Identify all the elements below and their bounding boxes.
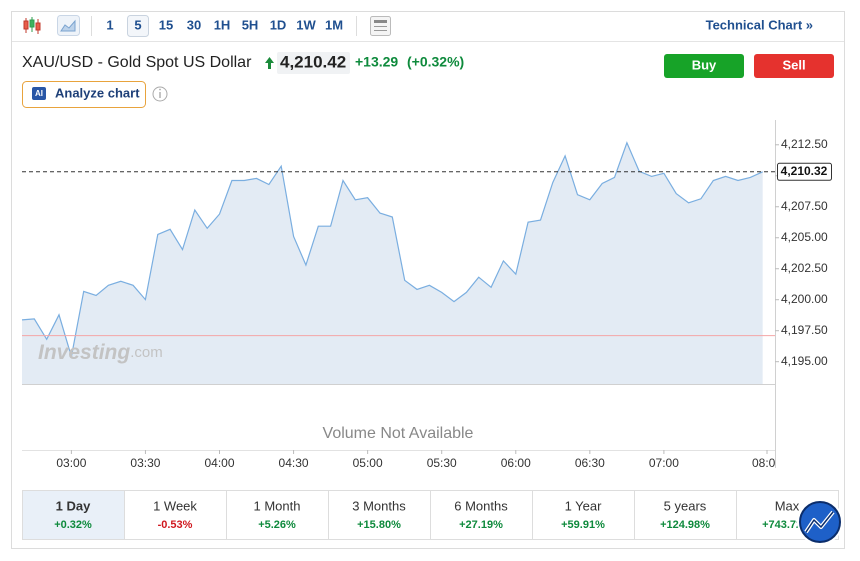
period-cell[interactable]: 1 Day +0.32% xyxy=(23,491,124,539)
period-cell[interactable]: 1 Year +59.91% xyxy=(532,490,606,539)
instrument-title: XAU/USD - Gold Spot US Dollar xyxy=(22,54,252,71)
period-cell[interactable]: 6 Months +27.19% xyxy=(430,490,509,539)
period-label: Max xyxy=(775,498,800,513)
interval-button[interactable]: 1H xyxy=(214,17,231,32)
interval-button[interactable]: 15 xyxy=(159,17,173,32)
y-tick-label: 4,197.50 xyxy=(781,323,828,337)
period-cell[interactable]: 5 years +124.98% xyxy=(634,490,711,539)
period-label: 3 Months xyxy=(352,498,406,513)
period-cell[interactable]: 1 Month +5.26% xyxy=(226,490,301,539)
price-change-percent: (+0.32%) xyxy=(407,54,464,70)
interval-button[interactable]: 30 xyxy=(187,17,201,32)
interval-button[interactable]: 1M xyxy=(325,17,343,32)
volume-note: Volume Not Available xyxy=(323,425,474,442)
candles-icon[interactable] xyxy=(23,17,41,34)
interval-button[interactable]: 1W xyxy=(296,17,316,32)
current-price-label: 4,210.32 xyxy=(781,164,828,178)
x-tick-label: 03:30 xyxy=(130,456,160,470)
x-tick-label: 04:30 xyxy=(279,456,309,470)
up-arrow xyxy=(265,57,274,69)
interval-button[interactable]: 1 xyxy=(106,17,113,32)
period-cell[interactable]: 1 Week -0.53% xyxy=(124,490,198,539)
x-tick-label: 06:00 xyxy=(501,456,531,470)
x-tick-label: 03:00 xyxy=(56,456,86,470)
interval-button[interactable]: 1D xyxy=(270,17,287,32)
y-tick-label: 4,202.50 xyxy=(781,261,828,275)
last-price: 4,210.42 xyxy=(280,52,346,71)
y-tick-label: 4,200.00 xyxy=(781,292,828,306)
x-tick-label: 05:00 xyxy=(353,456,383,470)
layout-icon[interactable] xyxy=(370,16,391,36)
sell-button[interactable]: Sell xyxy=(754,54,834,78)
info-icon[interactable] xyxy=(152,86,168,102)
buy-label: Buy xyxy=(692,57,717,72)
interval-button[interactable]: 5H xyxy=(242,17,259,32)
watermark-brand: Investing xyxy=(38,341,130,364)
price-area xyxy=(22,142,763,384)
price-chip xyxy=(277,52,350,74)
period-label: 1 Day xyxy=(56,498,91,513)
y-tick-label: 4,195.00 xyxy=(781,354,828,368)
y-tick-label: 4,207.50 xyxy=(781,199,828,213)
period-cell[interactable]: 3 Months +15.80% xyxy=(328,490,407,539)
brand-badge[interactable] xyxy=(797,499,843,545)
y-tick-label: 4,212.50 xyxy=(781,137,828,151)
period-label: 6 Months xyxy=(454,498,508,513)
price-change: +13.29 xyxy=(355,54,398,70)
price-chart: Investing.com Volume Not Available 4,195.0… xyxy=(21,120,832,470)
period-selected xyxy=(23,491,124,539)
analyze-button[interactable]: AI Analyze chart xyxy=(22,81,146,108)
current-price-box xyxy=(777,162,832,181)
x-tick-label: 06:30 xyxy=(575,456,605,470)
period-change: -0.53% xyxy=(158,519,193,531)
period-label: 1 Month xyxy=(254,498,301,513)
technical-chart-link[interactable]: Technical Chart » xyxy=(706,17,813,32)
x-tick-label: 08:00 xyxy=(752,456,782,470)
period-change: +15.80% xyxy=(357,519,401,531)
watermark-suffix: .com xyxy=(130,344,163,361)
x-tick-label: 07:00 xyxy=(649,456,679,470)
price-line xyxy=(21,141,763,357)
period-change: +5.26% xyxy=(258,519,296,531)
period-strip: 1 Day +0.32% 1 Week -0.53% 1 Month +5.26% 3 Mo… xyxy=(22,490,839,540)
ai-badge: AI xyxy=(35,89,43,98)
x-tick-label: 04:00 xyxy=(204,456,234,470)
interval-button[interactable]: 5 xyxy=(134,17,141,32)
buy-button[interactable]: Buy xyxy=(664,54,744,78)
area-icon-box[interactable] xyxy=(57,15,80,36)
y-tick-label: 4,205.00 xyxy=(781,230,828,244)
interval-selected xyxy=(127,15,149,37)
period-label: 5 years xyxy=(664,498,707,513)
period-label: 1 Year xyxy=(565,498,603,513)
x-tick-label: 05:30 xyxy=(427,456,457,470)
analyze-label: Analyze chart xyxy=(55,85,140,100)
period-change: +59.91% xyxy=(561,519,605,531)
watermark: Investing.com xyxy=(38,341,163,364)
sell-label: Sell xyxy=(782,57,805,72)
period-change: +0.32% xyxy=(54,519,92,531)
period-change: +27.19% xyxy=(459,519,503,531)
period-change: +124.98% xyxy=(660,519,710,531)
area-icon xyxy=(60,19,76,32)
period-label: 1 Week xyxy=(153,498,197,513)
